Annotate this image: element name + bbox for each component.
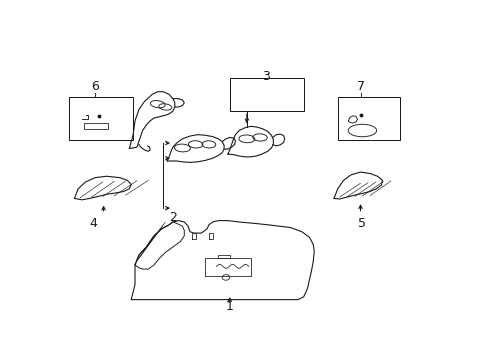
Text: 2: 2 bbox=[169, 211, 177, 224]
Bar bbox=[337, 97, 400, 140]
Text: 1: 1 bbox=[225, 300, 233, 312]
Text: 3: 3 bbox=[261, 70, 269, 83]
Text: 5: 5 bbox=[358, 217, 366, 230]
Text: 7: 7 bbox=[356, 80, 364, 93]
Bar bbox=[229, 78, 303, 111]
Bar bbox=[68, 97, 133, 140]
Bar bbox=[84, 123, 108, 129]
Text: 6: 6 bbox=[91, 80, 99, 93]
Text: 4: 4 bbox=[89, 217, 97, 230]
